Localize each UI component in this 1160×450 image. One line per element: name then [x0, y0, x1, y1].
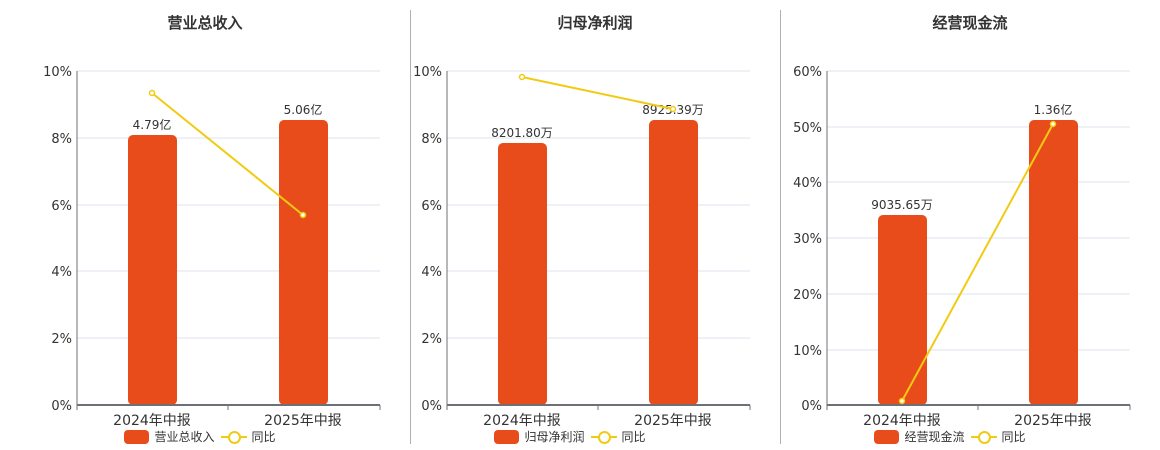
- legend-item-line[interactable]: 同比: [220, 428, 276, 445]
- bar-label: 4.79亿: [133, 117, 172, 132]
- chart-plot: 0% 2% 4% 6% 8% 10% 4.79亿 5.06亿 2024年中报 2…: [43, 65, 381, 429]
- legend-item-bar[interactable]: 经营现金流: [874, 428, 965, 445]
- svg-text:4%: 4%: [421, 265, 442, 280]
- svg-text:2025年中报: 2025年中报: [634, 413, 712, 429]
- bar-swatch-icon: [874, 429, 900, 444]
- legend: 营业总收入 同比: [0, 428, 410, 445]
- chart-plot: 0% 10% 20% 30% 40% 50% 60% 9035.65万 1.36…: [793, 65, 1131, 429]
- svg-text:2%: 2%: [421, 332, 442, 347]
- svg-text:0%: 0%: [51, 399, 72, 414]
- legend-item-line[interactable]: 同比: [970, 428, 1026, 445]
- svg-text:40%: 40%: [793, 176, 822, 191]
- grid-lines: [77, 70, 380, 339]
- line-circle-icon: [590, 430, 617, 444]
- svg-text:10%: 10%: [43, 65, 72, 80]
- svg-text:2%: 2%: [51, 332, 72, 347]
- bar-label: 1.36亿: [1034, 102, 1073, 117]
- svg-text:0%: 0%: [801, 399, 822, 414]
- svg-text:10%: 10%: [793, 344, 822, 359]
- svg-text:4%: 4%: [51, 265, 72, 280]
- bar-2024: [128, 135, 177, 405]
- chart-panel-operating-cash-flow: 经营现金流 0% 10% 20% 30% 40% 50% 60% 9035.65…: [750, 0, 1160, 450]
- svg-text:20%: 20%: [793, 288, 822, 303]
- svg-text:50%: 50%: [793, 121, 822, 136]
- bar-2025: [279, 120, 328, 405]
- bar-swatch-icon: [494, 429, 520, 444]
- chart-title: 归母净利润: [557, 14, 633, 32]
- x-label: 2025年中报: [264, 413, 342, 429]
- svg-text:60%: 60%: [793, 65, 822, 80]
- legend-item-line[interactable]: 同比: [590, 428, 646, 445]
- bar-swatch-icon: [124, 429, 150, 444]
- legend: 归母净利润 同比: [370, 428, 780, 445]
- legend-item-bar[interactable]: 归母净利润: [494, 428, 585, 445]
- chart-title: 营业总收入: [167, 14, 243, 32]
- chart-panel-revenue: 营业总收入 0% 2% 4% 6% 8% 10% 4.79亿 5.06亿 202…: [0, 0, 410, 450]
- bar-label: 8201.80万: [491, 126, 553, 140]
- x-label: 2024年中报: [113, 413, 191, 429]
- chart-plot: 0% 2% 4% 6% 8% 10% 8201.80万 8925.39万 202…: [413, 65, 751, 429]
- divider: [410, 10, 411, 444]
- svg-text:8%: 8%: [51, 132, 72, 147]
- bar-label: 5.06亿: [284, 102, 323, 117]
- svg-text:2024年中报: 2024年中报: [483, 413, 561, 429]
- line-circle-icon: [970, 430, 997, 444]
- svg-text:0%: 0%: [421, 399, 442, 414]
- line-circle-icon: [220, 430, 247, 444]
- svg-text:2025年中报: 2025年中报: [1014, 413, 1092, 429]
- svg-text:8%: 8%: [421, 132, 442, 147]
- bar-label: 9035.65万: [871, 198, 933, 212]
- svg-text:6%: 6%: [51, 199, 72, 214]
- svg-text:10%: 10%: [413, 65, 442, 80]
- chart-title: 经营现金流: [932, 14, 1008, 32]
- chart-panel-net-profit: 归母净利润 0% 2% 4% 6% 8% 10% 8201.80万 8925.3…: [370, 0, 780, 450]
- y-axis-labels: 0% 2% 4% 6% 8% 10%: [43, 65, 72, 414]
- svg-text:6%: 6%: [421, 199, 442, 214]
- svg-text:2024年中报: 2024年中报: [863, 413, 941, 429]
- svg-text:30%: 30%: [793, 232, 822, 247]
- legend: 经营现金流 同比: [750, 428, 1160, 445]
- legend-item-bar[interactable]: 营业总收入: [124, 428, 215, 445]
- divider: [780, 10, 781, 444]
- yoy-line: [151, 92, 304, 216]
